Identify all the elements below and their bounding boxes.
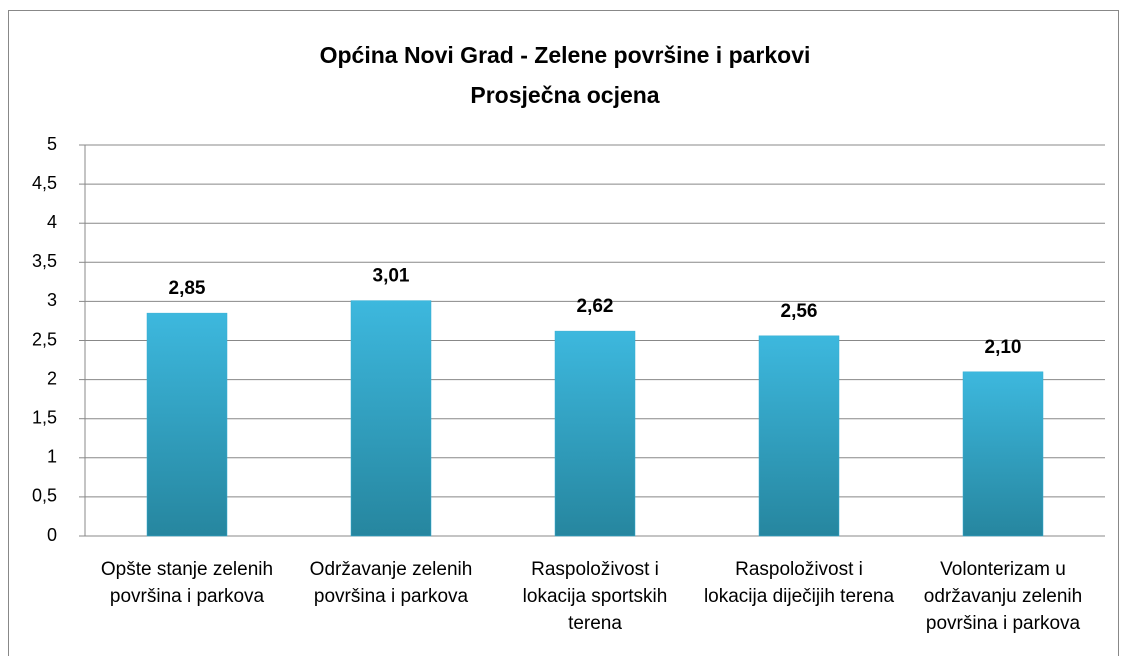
x-tick-label: Volonterizam u održavanju zelenih površi… [923, 559, 1083, 634]
bar [758, 335, 840, 537]
y-tick-label: 0,5 [32, 486, 57, 506]
y-tick-label: 1 [47, 447, 57, 467]
y-tick-label: 1,5 [32, 407, 57, 427]
chart-title: Općina Novi Grad - Zelene površine i par… [320, 42, 811, 68]
data-label: 2,56 [781, 301, 818, 322]
y-tick-label: 4,5 [32, 173, 57, 193]
y-tick-label: 2,5 [32, 329, 57, 349]
chart-subtitle: Prosječna ocjena [470, 82, 659, 108]
data-label: 2,85 [169, 278, 206, 299]
x-tick-label: Raspoloživost i lokacija sportskih teren… [522, 559, 668, 634]
bar [554, 330, 636, 537]
y-tick-label: 3,5 [32, 251, 57, 271]
y-tick-label: 5 [47, 134, 57, 154]
x-tick-label: Održavanje zelenih površina i parkova [309, 559, 473, 607]
y-tick-label: 2 [47, 368, 57, 388]
bar [350, 300, 432, 537]
y-tick-label: 0 [47, 525, 57, 545]
data-label: 3,01 [373, 266, 410, 287]
data-label: 2,10 [985, 337, 1022, 358]
y-tick-label: 4 [47, 212, 57, 232]
x-tick-label: Opšte stanje zelenih površina i parkova [100, 559, 274, 607]
data-label: 2,62 [577, 296, 614, 317]
x-tick-label: Raspoloživost i lokacija diječijih teren… [703, 559, 895, 607]
bar [146, 312, 228, 537]
y-tick-label: 3 [47, 290, 57, 310]
bar [962, 371, 1044, 537]
